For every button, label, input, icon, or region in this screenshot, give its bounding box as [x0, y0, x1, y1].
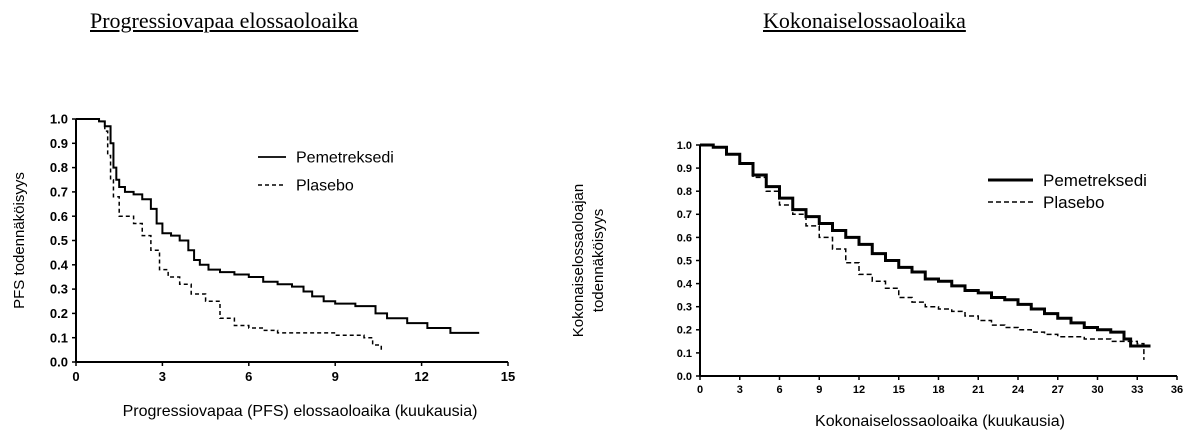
- chart2-x-tick-label: 18: [932, 384, 944, 396]
- chart2-x-tick-label: 6: [776, 384, 782, 396]
- chart1-y-tick-label: 0.9: [50, 136, 68, 151]
- chart2-x-tick-label: 15: [893, 384, 905, 396]
- chart2-y-tick-label: 0.8: [677, 186, 692, 198]
- chart2-series-pemetreksedi: [700, 143, 1151, 348]
- chart1-series-pemetreksedi: [76, 118, 480, 334]
- chart2-x-tick-label: 21: [972, 384, 984, 396]
- chart1-legend-label: Plasebo: [296, 178, 354, 195]
- chart2-x-tick-label: 9: [816, 384, 822, 396]
- chart2-x-tick-label: 30: [1091, 384, 1103, 396]
- chart2-series-plasebo: [700, 144, 1145, 360]
- chart2-y-tick-label: 0.4: [677, 278, 693, 290]
- chart-title-pfs: Progressiovapaa elossaoloaika: [90, 8, 359, 33]
- chart2-y-tick-label: 0.5: [677, 255, 692, 267]
- chart1-x-tick-label: 3: [159, 369, 166, 384]
- chart2-y-tick-label: 0.0: [677, 371, 692, 383]
- chart1-x-tick-label: 9: [332, 369, 339, 384]
- chart1-y-tick-label: 0.8: [50, 160, 68, 175]
- chart2-x-tick-label: 27: [1052, 384, 1064, 396]
- chart2-x-tick-label: 0: [697, 384, 703, 396]
- chart2-y-axis-label-line: todennäköisyys: [590, 209, 607, 312]
- chart1-y-axis-label-line: PFS todennäköisyys: [11, 172, 28, 309]
- chart1-y-tick-label: 0.3: [50, 282, 68, 297]
- chart2-x-tick-label: 24: [1012, 384, 1025, 396]
- chart1-x-axis-label: Progressiovapaa (PFS) elossaoloaika (kuu…: [123, 403, 478, 420]
- chart2-y-tick-label: 1.0: [677, 140, 692, 152]
- chart2-y-axis-label: Kokonaiselossaoloajan todennäköisyys: [570, 184, 607, 337]
- chart2-legend-label: Plasebo: [1043, 193, 1104, 212]
- chart2-x-tick-label: 36: [1171, 384, 1183, 396]
- chart1-y-tick-label: 0.1: [50, 330, 68, 345]
- chart1-y-tick-label: 1.0: [50, 112, 68, 127]
- chart2-x-tick-label: 33: [1131, 384, 1143, 396]
- chart2-y-tick-label: 0.1: [677, 348, 692, 360]
- chart1-y-tick-label: 0.0: [50, 355, 68, 370]
- chart2-x-tick-label: 3: [737, 384, 743, 396]
- chart2-y-axis-label-line: Kokonaiselossaoloajan: [570, 184, 587, 337]
- chart1-y-tick-label: 0.4: [50, 257, 69, 272]
- chart1-y-axis-label: PFS todennäköisyys: [11, 172, 28, 309]
- chart2-y-tick-label: 0.2: [677, 325, 692, 337]
- chart2-y-tick-label: 0.7: [677, 209, 692, 221]
- chart1-x-tick-label: 6: [245, 369, 252, 384]
- chart2-y-tick-label: 0.9: [677, 163, 692, 175]
- chart2-x-axis-label: Kokonaiselossaoloaika (kuukausia): [815, 413, 1065, 430]
- chart1-y-tick-label: 0.6: [50, 209, 68, 224]
- chart-title-os: Kokonaiselossaoloaika: [763, 8, 966, 33]
- chart1-y-tick-label: 0.7: [50, 184, 68, 199]
- chart1-series-plasebo: [76, 118, 383, 353]
- chart1-x-tick-label: 12: [414, 369, 428, 384]
- chart2-legend-label: Pemetreksedi: [1043, 171, 1147, 190]
- chart1-y-tick-label: 0.5: [50, 233, 68, 248]
- chart1-y-tick-label: 0.2: [50, 306, 68, 321]
- chart1-x-tick-label: 15: [501, 369, 515, 384]
- chart2-x-tick-label: 12: [853, 384, 865, 396]
- chart1-x-tick-label: 0: [72, 369, 79, 384]
- chart2-y-tick-label: 0.6: [677, 232, 692, 244]
- chart1-legend-label: Pemetreksedi: [296, 150, 394, 167]
- chart2-y-tick-label: 0.3: [677, 302, 692, 314]
